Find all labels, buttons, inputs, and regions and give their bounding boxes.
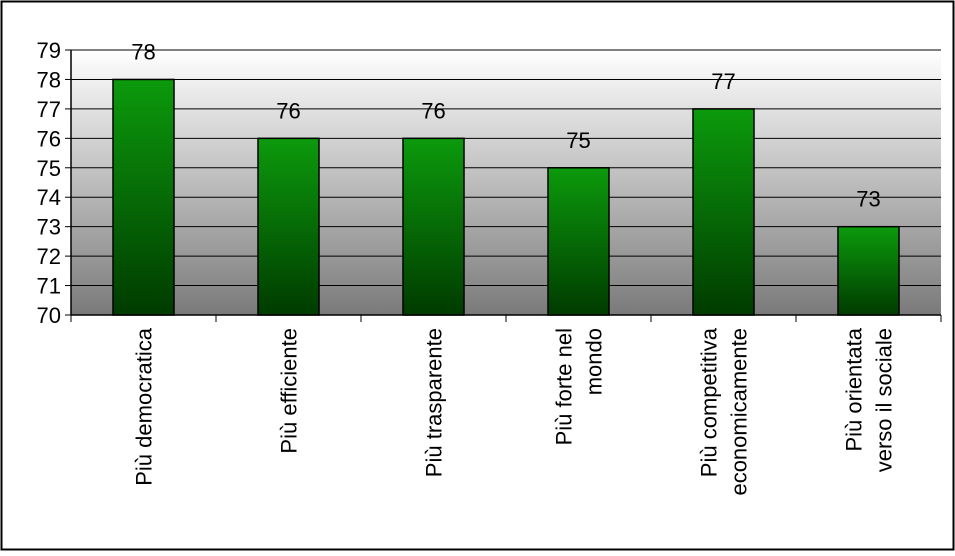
x-tick-labels: Più democratica Più efficiente Più traspar…: [132, 327, 897, 495]
bars: [112, 78, 900, 316]
x-tick-label: Più forte nel: [552, 328, 577, 445]
x-tick-label: economicamente: [727, 328, 752, 496]
bar: [257, 137, 320, 316]
y-tick-label: 72: [37, 244, 61, 269]
bar: [692, 108, 755, 316]
data-label: 76: [276, 98, 300, 123]
y-tick-label: 78: [37, 67, 61, 92]
data-label: 78: [131, 39, 155, 64]
y-tick-label: 75: [37, 156, 61, 181]
data-label: 77: [711, 69, 735, 94]
x-tick-label: mondo: [582, 328, 607, 395]
y-tick-label: 76: [37, 126, 61, 151]
data-label: 76: [421, 98, 445, 123]
bar: [837, 225, 900, 316]
y-tick-label: 77: [37, 97, 61, 122]
data-label: 73: [856, 187, 880, 212]
bar: [547, 167, 610, 316]
x-tick-label: verso il sociale: [872, 328, 897, 472]
y-tick-label: 73: [37, 215, 61, 240]
plot-area: [71, 50, 941, 315]
x-tick-label: Più efficiente: [277, 328, 302, 454]
data-labels: 78 76 76 75 77 73: [131, 39, 880, 211]
y-tick-label: 74: [37, 185, 61, 210]
x-tick-label: Più democratica: [132, 327, 157, 486]
y-tick-label: 71: [37, 274, 61, 299]
gridlines: [71, 49, 941, 287]
y-tick-label: 70: [37, 303, 61, 328]
bar: [112, 78, 175, 316]
axes: [65, 49, 942, 322]
y-tick-labels: 70 71 72 73 74 75 76 77 78 79: [37, 38, 61, 328]
x-tick-label: Più trasparente: [422, 328, 447, 477]
data-label: 75: [566, 128, 590, 153]
x-tick-label: Più orientata: [842, 327, 867, 451]
x-tick-label: Più competitiva: [697, 327, 722, 477]
bar: [402, 137, 465, 316]
y-tick-label: 79: [37, 38, 61, 63]
